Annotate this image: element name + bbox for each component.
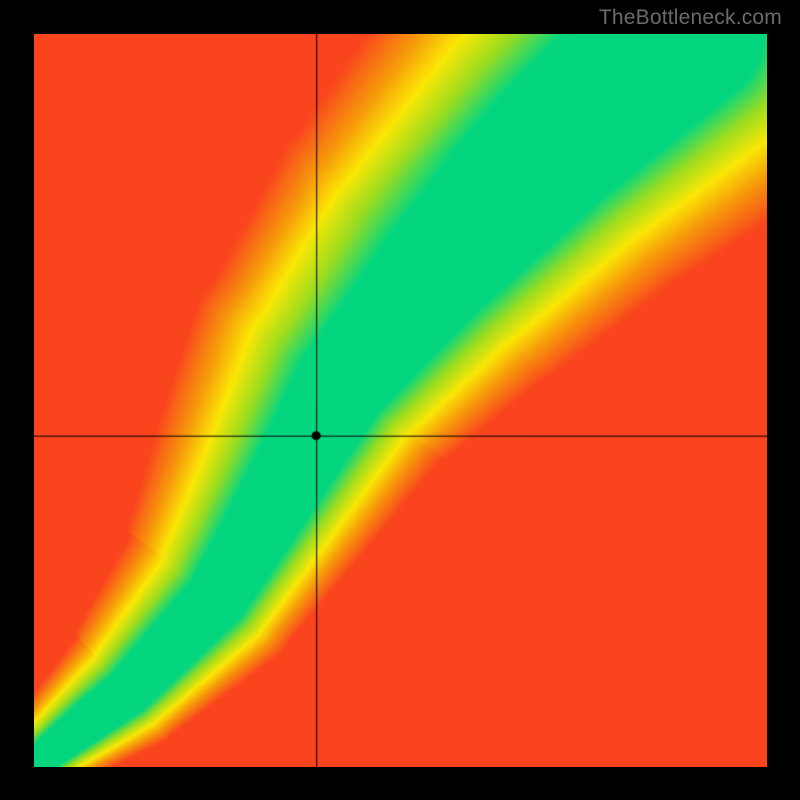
chart-container: TheBottleneck.com xyxy=(0,0,800,800)
bottleneck-heatmap xyxy=(34,34,767,767)
watermark-text: TheBottleneck.com xyxy=(599,6,782,30)
